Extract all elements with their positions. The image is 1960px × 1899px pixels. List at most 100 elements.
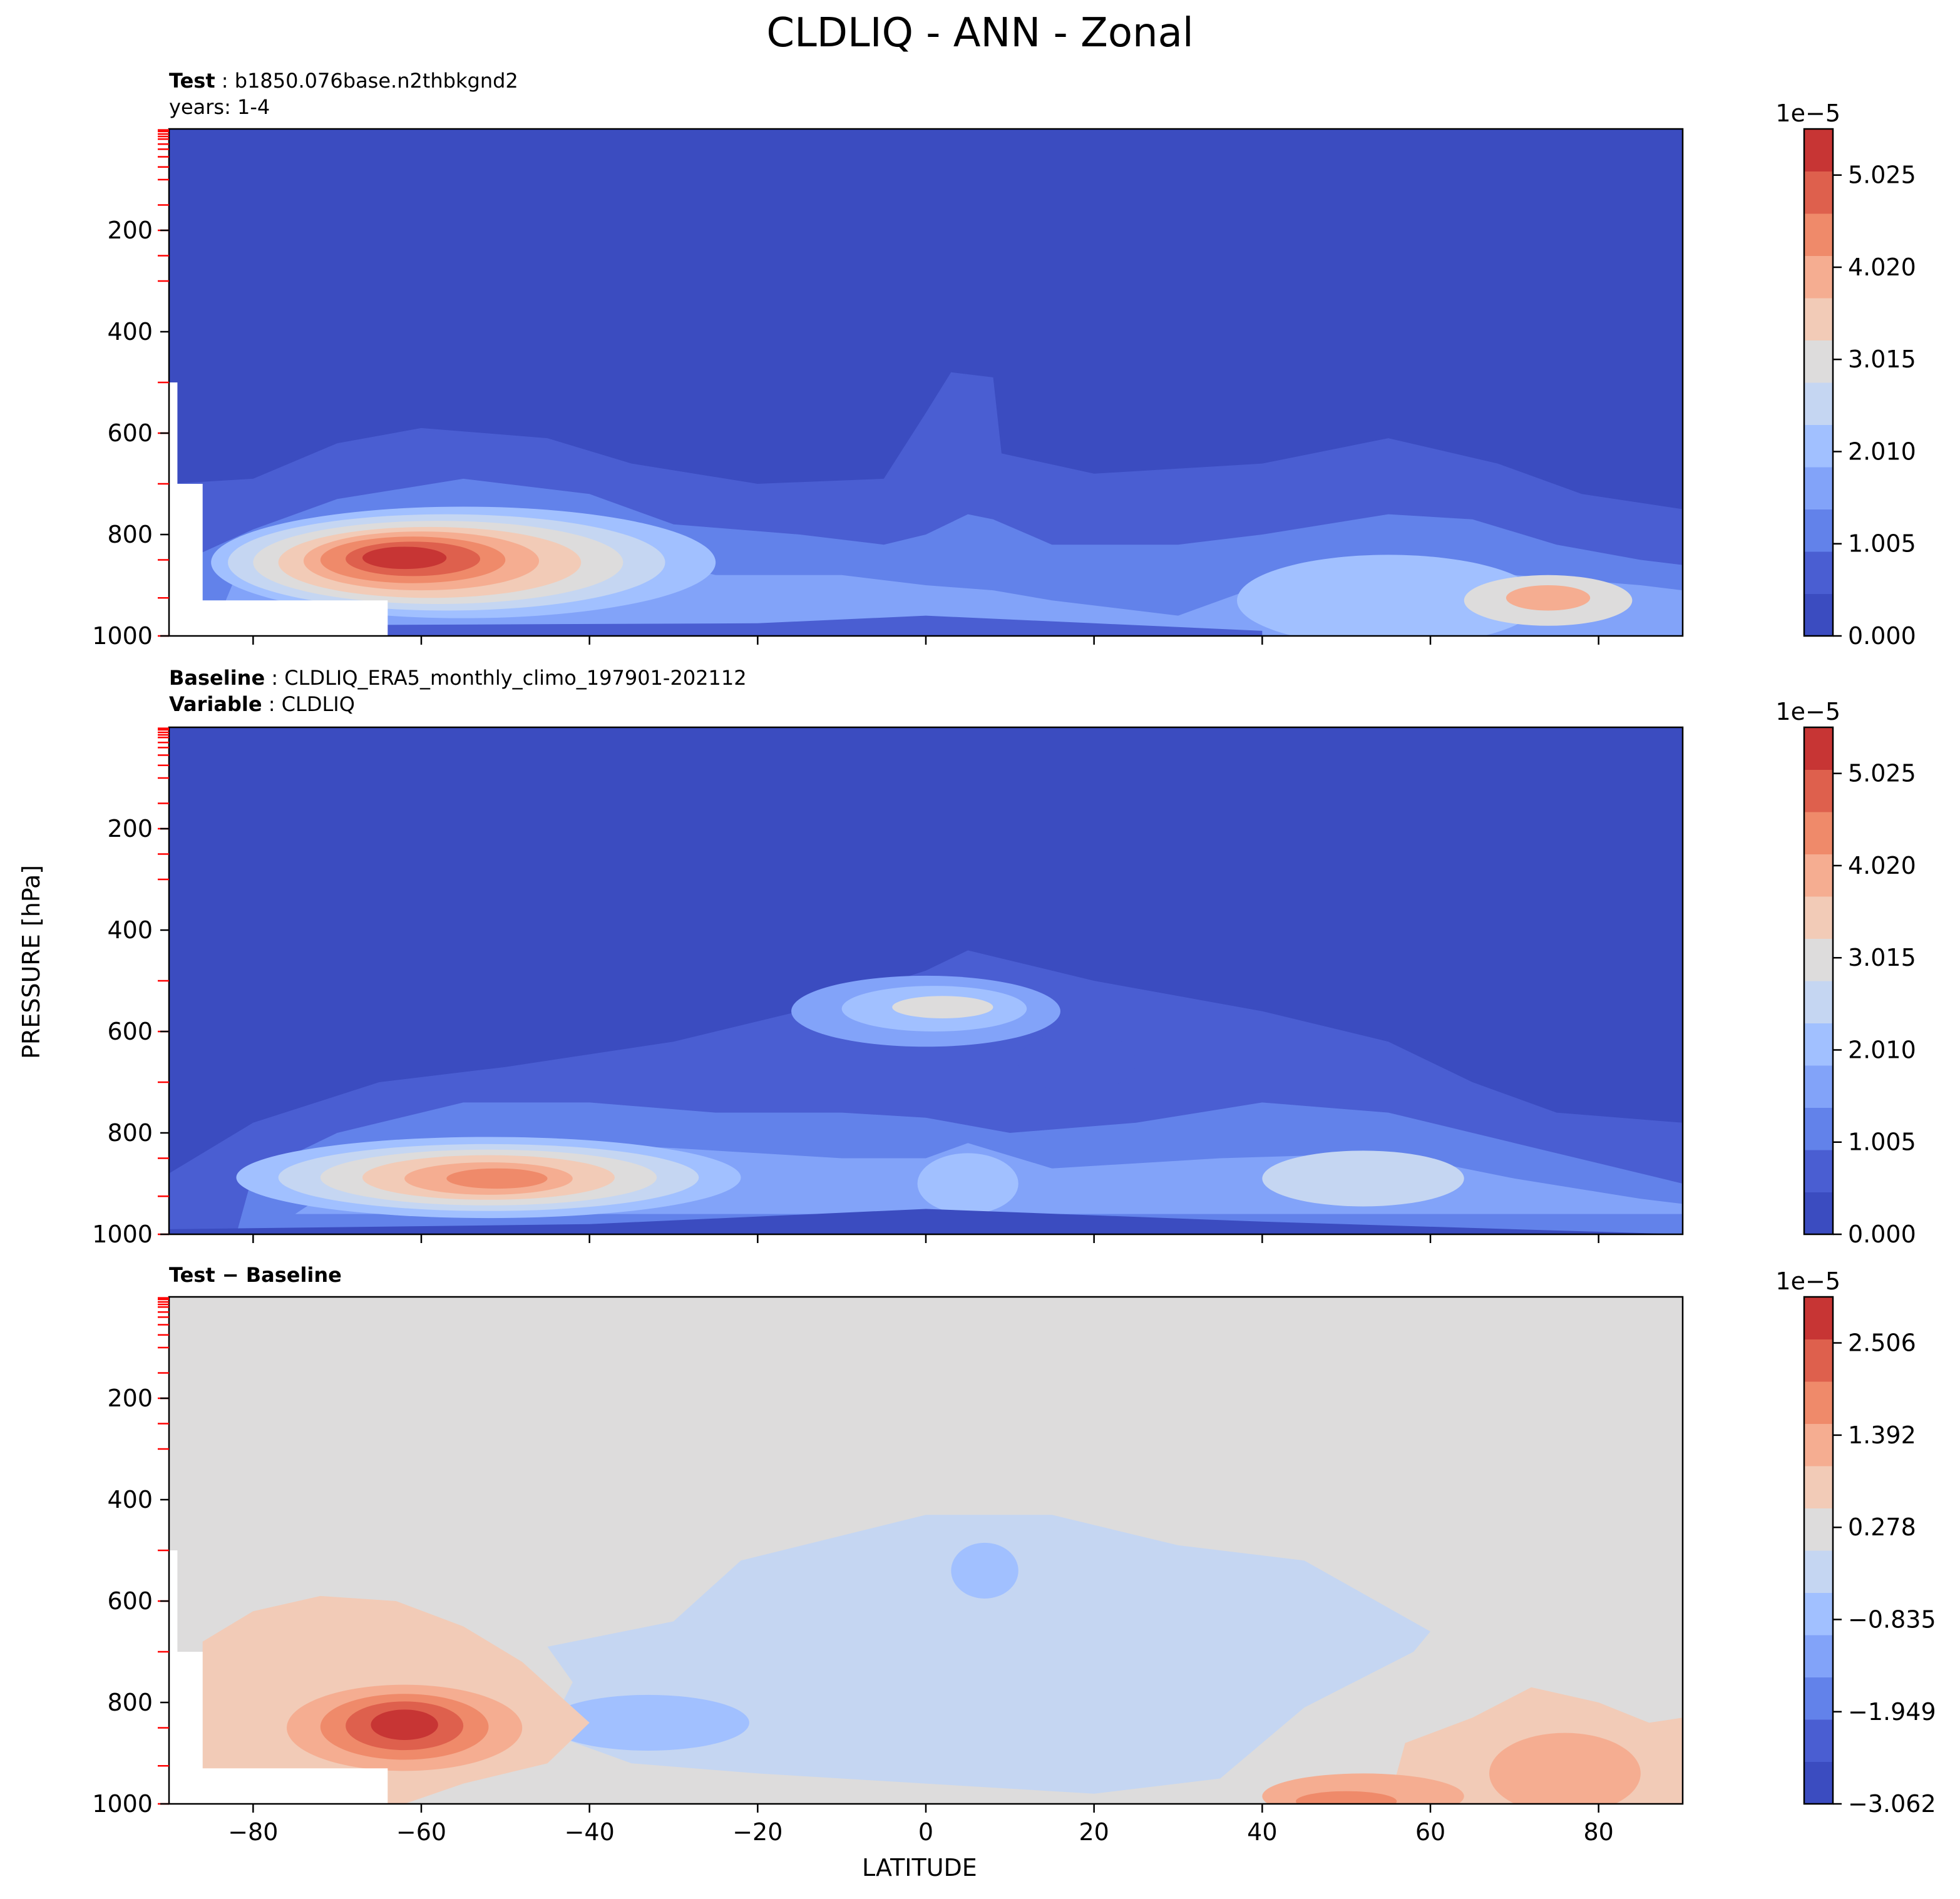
colorbar-level: [1804, 896, 1833, 939]
y-tick-label: 200: [107, 815, 153, 842]
diff-key: Test − Baseline: [169, 1263, 342, 1287]
y-tick-label: 400: [107, 318, 153, 346]
colorbar-tick-label: 3.015: [1848, 944, 1916, 971]
y-tick-label: 800: [107, 1119, 153, 1147]
colorbar-level: [1804, 593, 1833, 637]
y-tick-label: 400: [107, 1486, 153, 1513]
colorbar-tick-label: 0.000: [1848, 1221, 1916, 1248]
y-tick-label: 600: [107, 1018, 153, 1045]
test-plot-area: [169, 129, 1683, 636]
x-tick-label: 80: [1583, 1818, 1613, 1846]
colorbar-level: [1804, 382, 1833, 425]
y-tick-label: 400: [107, 916, 153, 944]
field-nh-surface-c9: [1296, 1791, 1397, 1804]
field-nh-shallow: [1237, 555, 1540, 636]
x-axis-label: LATITUDE: [862, 1854, 977, 1881]
colorbar-level: [1804, 812, 1833, 854]
colorbar-tick-label: 5.025: [1848, 760, 1916, 787]
colorbar-level: [1804, 1592, 1833, 1635]
x-tick-label: −80: [228, 1818, 278, 1846]
field-negative-2: [547, 1694, 749, 1751]
field-eq-shallow: [917, 1153, 1018, 1214]
colorbar-tick-label: −0.835: [1848, 1605, 1936, 1633]
x-tick-label: 60: [1415, 1818, 1445, 1846]
colorbar-level: [1804, 129, 1833, 171]
field-arctic-max: [1506, 585, 1591, 611]
colorbar-level: [1804, 1761, 1833, 1804]
colorbar-tick-label: 2.506: [1848, 1329, 1916, 1357]
field-so-max: [362, 546, 447, 570]
field-trop-max: [892, 996, 993, 1018]
colorbar-tick-label: 2.010: [1848, 1036, 1916, 1063]
colorbar-level: [1804, 981, 1833, 1023]
colorbar-level: [1804, 1023, 1833, 1066]
colorbar-level: [1804, 727, 1833, 770]
colorbar-level: [1804, 938, 1833, 981]
colorbar-level: [1804, 1423, 1833, 1466]
test-key: Test: [169, 69, 215, 93]
x-tick-label: −40: [565, 1818, 615, 1846]
colorbar-level: [1804, 551, 1833, 594]
colorbar-exponent: 1e−5: [1775, 100, 1840, 127]
colorbar-level: [1804, 1297, 1833, 1339]
field-trop-dry-pocket: [1018, 1031, 1136, 1093]
y-tick-label: 200: [107, 217, 153, 244]
colorbar-tick-label: 5.025: [1848, 161, 1916, 189]
colorbar-tick-label: 4.020: [1848, 852, 1916, 879]
y-tick-label: 800: [107, 521, 153, 548]
y-tick-label: 600: [107, 1587, 153, 1615]
colorbar-exponent: 1e−5: [1775, 698, 1840, 725]
colorbar-tick-label: 0.278: [1848, 1513, 1916, 1541]
field-negative-1: [547, 1515, 1430, 1794]
y-tick-label: 1000: [92, 622, 153, 650]
x-tick-label: −60: [396, 1818, 446, 1846]
field-nh-max: [1262, 1150, 1464, 1207]
figure-title: CLDLIQ - ANN - Zonal: [766, 10, 1194, 56]
test-years: years: 1-4: [169, 95, 270, 119]
colorbar-level: [1804, 171, 1833, 214]
variable-key: Variable: [169, 692, 262, 716]
field-masked-region: [169, 382, 388, 636]
field-surface-layer: [169, 1209, 1683, 1234]
colorbar-tick-label: −1.949: [1848, 1698, 1936, 1726]
colorbar-level: [1804, 1150, 1833, 1192]
y-tick-label: 1000: [92, 1221, 153, 1248]
y-tick-label: 200: [107, 1385, 153, 1412]
y-tick-label: 1000: [92, 1790, 153, 1818]
diff-plot-area: [169, 1297, 1683, 1804]
colorbar-level: [1804, 854, 1833, 897]
colorbar-tick-label: 1.005: [1848, 530, 1916, 558]
x-tick-label: 0: [918, 1818, 933, 1846]
colorbar-level: [1804, 1677, 1833, 1720]
baseline-name: CLDLIQ_ERA5_monthly_climo_197901-202112: [284, 666, 747, 690]
field-arctic-c8: [1489, 1733, 1641, 1804]
baseline-plot-area: [169, 727, 1683, 1234]
colorbar-tick-label: 1.005: [1848, 1129, 1916, 1156]
colorbar-tick-label: 1.392: [1848, 1421, 1916, 1449]
baseline-colorbar-frame: [1803, 726, 1834, 1236]
colorbar-exponent: 1e−5: [1775, 1267, 1840, 1295]
colorbar-level: [1804, 340, 1833, 383]
colorbar-level: [1804, 1550, 1833, 1593]
colorbar-tick-label: −3.062: [1848, 1790, 1936, 1818]
test-panel-subtitle: Test : b1850.076base.n2thbkgnd2 years: 1…: [169, 69, 518, 119]
test-colorbar-frame: [1803, 128, 1834, 637]
colorbar-tick-label: 0.000: [1848, 622, 1916, 650]
colorbar-level: [1804, 1635, 1833, 1677]
colorbar-level: [1804, 1192, 1833, 1235]
colorbar-level: [1804, 1466, 1833, 1508]
x-tick-label: −20: [732, 1818, 782, 1846]
field-masked-region: [169, 1550, 388, 1804]
colorbar-level: [1804, 298, 1833, 340]
colorbar-level: [1804, 769, 1833, 812]
y-axis-label: PRESSURE [hPa]: [18, 864, 45, 1059]
x-tick-label: 40: [1247, 1818, 1277, 1846]
colorbar-level: [1804, 1381, 1833, 1424]
field-surface-layer: [169, 615, 1263, 636]
colorbar-tick-label: 3.015: [1848, 346, 1916, 373]
test-case-name: b1850.076base.n2thbkgnd2: [234, 69, 518, 93]
colorbar-level: [1804, 1719, 1833, 1762]
colorbar-level: [1804, 1339, 1833, 1382]
colorbar-level: [1804, 1508, 1833, 1551]
